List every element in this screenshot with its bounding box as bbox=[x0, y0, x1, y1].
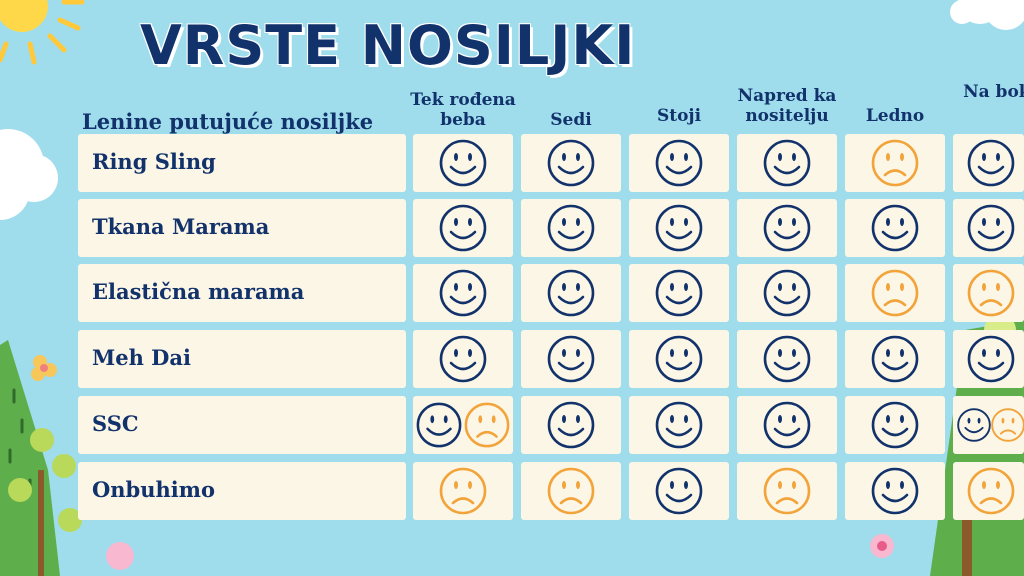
row-label: Tkana Marama bbox=[92, 214, 270, 239]
rating-cell bbox=[737, 199, 837, 257]
rating-cell bbox=[413, 199, 513, 257]
smiley-face-icon bbox=[654, 466, 704, 520]
rating-cell bbox=[629, 134, 729, 192]
column-header: Stoji bbox=[656, 106, 702, 126]
rating-cell bbox=[629, 396, 729, 454]
sun-icon bbox=[0, 0, 85, 65]
rating-cell bbox=[629, 199, 729, 257]
rating-cell bbox=[737, 330, 837, 388]
smiley-face-icon bbox=[654, 334, 704, 388]
rating-cell bbox=[413, 264, 513, 322]
row-label: SSC bbox=[92, 411, 139, 436]
smiley-face-icon bbox=[438, 334, 488, 388]
smiley-face-icon bbox=[870, 334, 920, 388]
rating-cell bbox=[629, 264, 729, 322]
row-label: Ring Sling bbox=[92, 149, 216, 174]
rating-cell bbox=[737, 462, 837, 520]
sad-face-icon bbox=[870, 268, 920, 322]
smiley-face-icon bbox=[438, 203, 488, 257]
rating-cell bbox=[845, 199, 945, 257]
rating-cell bbox=[521, 264, 621, 322]
column-header: Ledno bbox=[865, 106, 925, 126]
rating-cell bbox=[953, 396, 1024, 454]
page-title: VRSTE NOSILJKI bbox=[140, 14, 636, 77]
sad-face-icon bbox=[966, 466, 1016, 520]
sad-face-icon bbox=[762, 466, 812, 520]
row-label-cell bbox=[78, 330, 406, 388]
row-label-cell bbox=[78, 199, 406, 257]
rating-cell bbox=[629, 462, 729, 520]
sad-face-icon bbox=[870, 138, 920, 192]
smiley-face-icon bbox=[762, 400, 812, 454]
rating-cell bbox=[521, 396, 621, 454]
rating-cell bbox=[413, 330, 513, 388]
row-label-cell bbox=[78, 264, 406, 322]
sad-face-icon bbox=[438, 466, 488, 520]
row-label-cell bbox=[78, 462, 406, 520]
smiley-face-icon bbox=[546, 334, 596, 388]
table-caption: Lenine putujuće nosiljke bbox=[82, 109, 374, 134]
rating-cell bbox=[845, 462, 945, 520]
sad-face-icon bbox=[990, 407, 1024, 447]
smiley-face-icon bbox=[654, 268, 704, 322]
row-label-cell bbox=[78, 396, 406, 454]
smiley-face-icon bbox=[546, 203, 596, 257]
sad-face-icon bbox=[463, 401, 511, 453]
rating-cell bbox=[737, 264, 837, 322]
row-label-cell bbox=[78, 134, 406, 192]
rating-cell bbox=[845, 134, 945, 192]
cloud-icon bbox=[0, 129, 58, 220]
row-label: Meh Dai bbox=[92, 345, 191, 370]
smiley-face-icon bbox=[956, 407, 992, 447]
sad-face-icon bbox=[546, 466, 596, 520]
rating-cell bbox=[521, 134, 621, 192]
blossom-icon bbox=[106, 534, 894, 570]
smiley-face-icon bbox=[546, 400, 596, 454]
column-header: Tek rođena beba bbox=[410, 90, 516, 130]
rating-cell bbox=[845, 396, 945, 454]
smiley-face-icon bbox=[654, 400, 704, 454]
rating-cell bbox=[521, 330, 621, 388]
smiley-face-icon bbox=[762, 268, 812, 322]
smiley-face-icon bbox=[654, 203, 704, 257]
smiley-face-icon bbox=[762, 203, 812, 257]
smiley-face-icon bbox=[966, 138, 1016, 192]
smiley-face-icon bbox=[966, 203, 1016, 257]
smiley-face-icon bbox=[966, 334, 1016, 388]
column-header: Sedi bbox=[550, 110, 592, 130]
smiley-face-icon bbox=[762, 334, 812, 388]
rating-cell bbox=[737, 396, 837, 454]
rating-cell bbox=[629, 330, 729, 388]
tree-icon bbox=[0, 340, 82, 576]
sad-face-icon bbox=[966, 268, 1016, 322]
smiley-face-icon bbox=[546, 268, 596, 322]
column-header: Napred ka nositelju bbox=[737, 86, 837, 126]
smiley-face-icon bbox=[654, 138, 704, 192]
column-header: Na boku bbox=[963, 82, 1024, 102]
smiley-face-icon bbox=[415, 401, 463, 453]
rating-cell bbox=[413, 462, 513, 520]
smiley-face-icon bbox=[870, 203, 920, 257]
rating-cell bbox=[845, 330, 945, 388]
row-label: Onbuhimo bbox=[92, 477, 215, 502]
smiley-face-icon bbox=[438, 268, 488, 322]
smiley-face-icon bbox=[870, 466, 920, 520]
rating-cell bbox=[737, 134, 837, 192]
rating-cell bbox=[413, 134, 513, 192]
smiley-face-icon bbox=[762, 138, 812, 192]
smiley-face-icon bbox=[438, 138, 488, 192]
smiley-face-icon bbox=[546, 138, 596, 192]
row-label: Elastična marama bbox=[92, 279, 305, 304]
smiley-face-icon bbox=[870, 400, 920, 454]
rating-cell bbox=[521, 199, 621, 257]
rating-cell bbox=[845, 264, 945, 322]
cloud-icon bbox=[950, 0, 1024, 30]
flower-icon bbox=[31, 355, 57, 381]
rating-cell bbox=[521, 462, 621, 520]
